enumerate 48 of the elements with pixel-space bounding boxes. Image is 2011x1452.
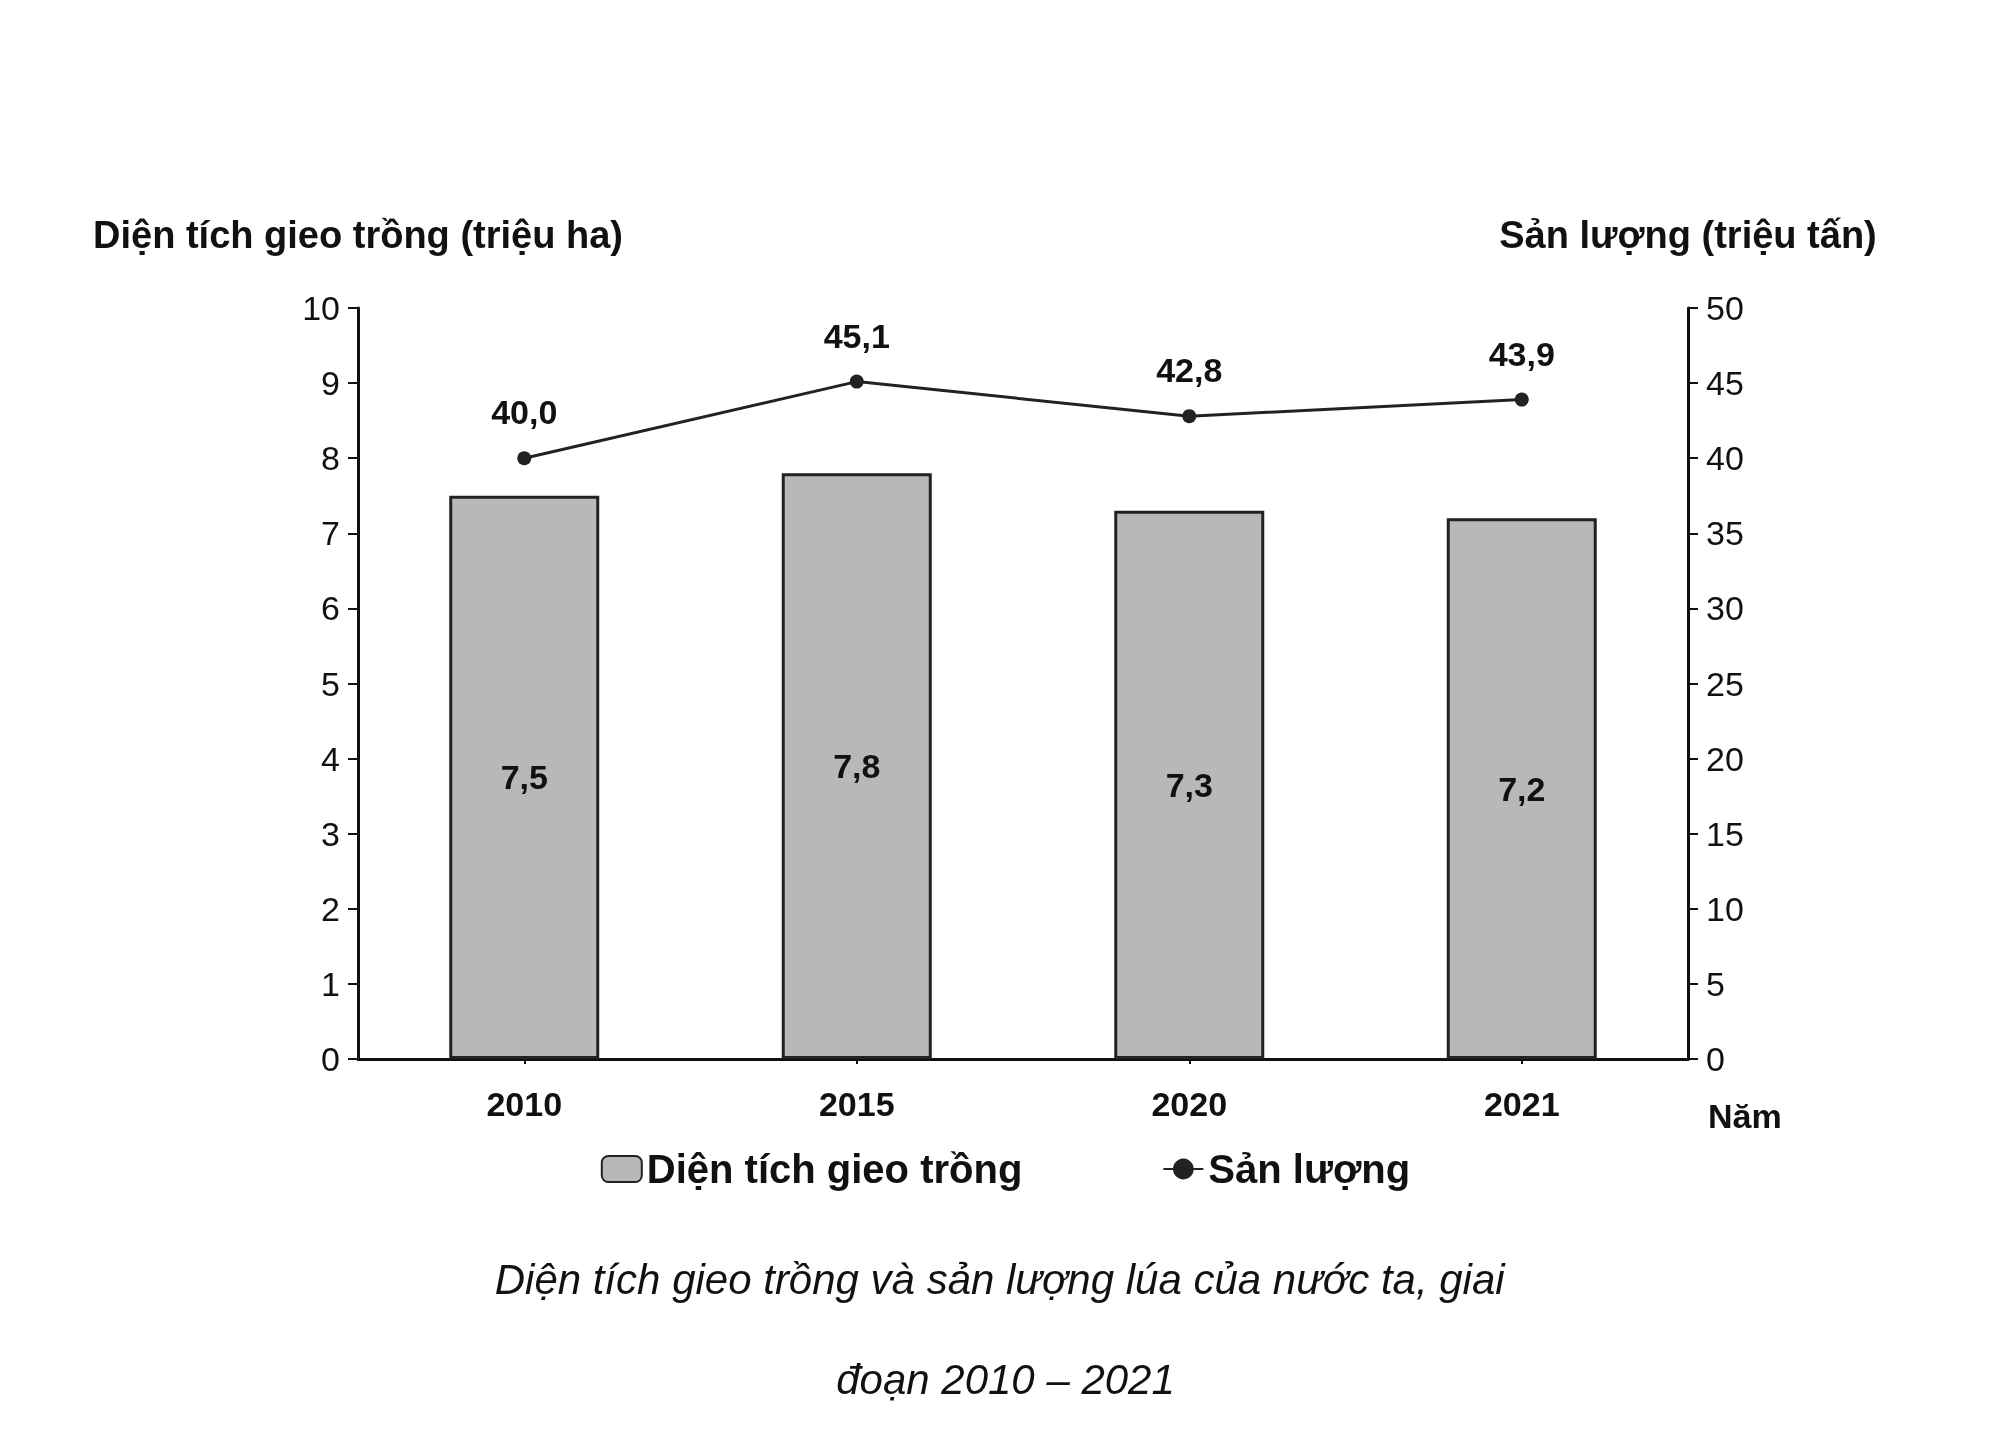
y2-tick-label: 0	[1706, 1040, 1725, 1078]
y-tick-label: 5	[321, 664, 340, 703]
y-tick-label: 10	[302, 289, 340, 327]
legend-label: Diện tích gieo trồng	[646, 1147, 1023, 1191]
bar	[1114, 510, 1265, 1059]
y2-tick-label: 20	[1706, 739, 1744, 778]
x-tick-label: 2010	[486, 1085, 563, 1123]
bar	[781, 473, 932, 1059]
point	[517, 451, 532, 466]
bar	[1446, 518, 1597, 1059]
data-label: 7,8	[833, 747, 881, 786]
data-label: 7,2	[1498, 769, 1546, 808]
x-axis-title: Năm	[1708, 1097, 1782, 1135]
x-tick-label: 2020	[1151, 1085, 1228, 1123]
data-label: 42,8	[1156, 351, 1223, 390]
y-tick-label: 0	[321, 1040, 340, 1078]
y-tick-label: 1	[321, 964, 340, 1003]
y2-tick-label: 50	[1706, 289, 1744, 327]
data-label: 43,9	[1488, 334, 1555, 373]
y-tick-label: 3	[321, 814, 340, 853]
chart-title: Diện tích gieo trồng và sản lượng lúa của nước ta, giai đoạn 2010 – 2021	[494, 1255, 1505, 1403]
y-tick-label: 8	[321, 439, 340, 478]
y2-tick-label: 15	[1706, 814, 1744, 853]
point	[1514, 392, 1529, 407]
point	[1182, 409, 1197, 424]
y-tick-label: 2	[321, 889, 340, 928]
y2-tick-label: 10	[1706, 889, 1744, 928]
y2-tick-label: 45	[1706, 364, 1744, 403]
y2-tick-label: 35	[1706, 514, 1744, 553]
y2-tick-label: 30	[1706, 589, 1744, 628]
legend-label: Sản lượng	[1208, 1147, 1411, 1191]
y-tick-label: 7	[321, 514, 340, 553]
data-label: 40,0	[491, 393, 558, 432]
data-label: 7,3	[1165, 765, 1213, 804]
x-tick-label: 2021	[1483, 1085, 1560, 1123]
data-label: 7,5	[500, 758, 548, 797]
y-axis-title: Diện tích gieo trồng (triệu ha)	[93, 214, 623, 256]
x-tick-label: 2015	[818, 1085, 895, 1123]
y2-tick-label: 40	[1706, 439, 1744, 478]
y2-axis-title: Sản lượng (triệu tấn)	[1499, 214, 1877, 256]
y2-tick-label: 5	[1706, 964, 1725, 1003]
data-label: 45,1	[823, 316, 890, 355]
y-tick-label: 9	[321, 364, 340, 403]
point	[849, 374, 864, 389]
y-tick-label: 4	[321, 739, 340, 778]
bar	[449, 495, 600, 1059]
y-tick-label: 6	[321, 589, 340, 628]
y2-tick-label: 25	[1706, 664, 1744, 703]
